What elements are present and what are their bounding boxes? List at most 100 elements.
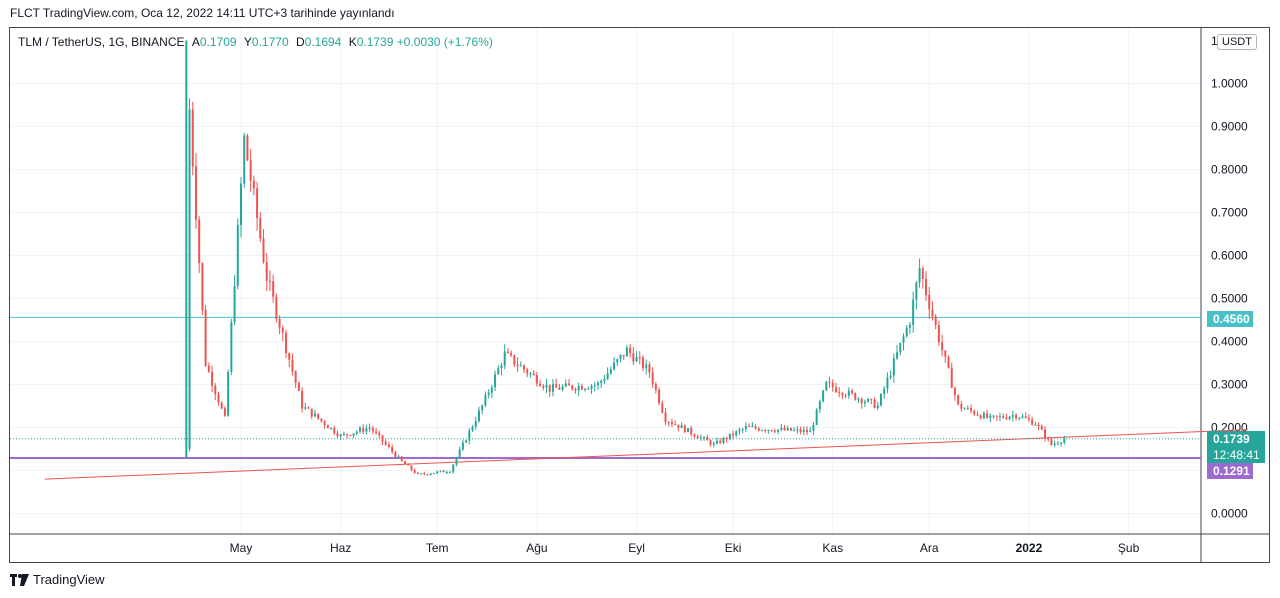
- candle-body: [365, 428, 368, 432]
- candle-body: [577, 385, 580, 391]
- candle-body: [609, 369, 612, 374]
- candle-body: [349, 434, 352, 436]
- candle-body: [233, 286, 236, 323]
- candle-body: [580, 385, 583, 390]
- candle-body: [1002, 416, 1005, 418]
- x-tick-label: Tem: [426, 541, 449, 555]
- candle-body: [516, 364, 519, 366]
- candle-body: [947, 356, 950, 368]
- candle-body: [358, 428, 361, 432]
- candle-body: [847, 390, 850, 396]
- candle-body: [426, 474, 429, 476]
- y-tick-label: 0.8000: [1211, 163, 1248, 177]
- candle-body: [246, 135, 249, 161]
- candle-body: [326, 425, 329, 429]
- candle-body: [867, 399, 870, 402]
- candle-body: [625, 347, 628, 357]
- candle-body: [413, 469, 416, 473]
- candle-body: [1037, 424, 1040, 427]
- x-tick-label: May: [230, 541, 253, 555]
- candle-body: [619, 354, 622, 360]
- candle-body: [953, 388, 956, 396]
- candle-body: [558, 387, 561, 390]
- candle-body: [461, 442, 464, 450]
- candle-body: [728, 433, 731, 440]
- currency-unit-button[interactable]: USDT: [1217, 34, 1257, 50]
- candle-body: [1053, 443, 1056, 445]
- candle-body: [564, 383, 567, 387]
- low-key: D: [295, 35, 305, 49]
- candle-body: [542, 386, 545, 388]
- high-key: Y: [243, 35, 252, 49]
- candle-body: [249, 160, 252, 181]
- candle-body: [371, 427, 374, 432]
- candle-body: [722, 438, 725, 443]
- candle-body: [979, 415, 982, 419]
- candle-body: [715, 440, 718, 444]
- candle-body: [442, 470, 445, 473]
- candle-body: [757, 428, 760, 431]
- tradingview-footer: TradingView: [10, 572, 105, 587]
- candle-body: [288, 353, 291, 360]
- candle-body: [484, 394, 487, 406]
- candle-body: [748, 425, 751, 427]
- candle-body: [320, 418, 323, 422]
- candle-body: [879, 393, 882, 406]
- candle-body: [841, 393, 844, 396]
- candle-body: [825, 381, 828, 391]
- candle-body: [944, 350, 947, 357]
- candle-body: [886, 377, 889, 389]
- tradingview-logo-icon: [10, 573, 29, 586]
- candle-body: [857, 398, 860, 400]
- candle-body: [404, 461, 407, 465]
- candle-body: [268, 280, 271, 282]
- candle-body: [510, 352, 513, 356]
- x-tick-label: Kas: [822, 541, 843, 555]
- candle-body: [995, 415, 998, 417]
- candle-body: [603, 379, 606, 382]
- candle-body: [317, 413, 320, 419]
- candle-body: [876, 405, 879, 408]
- candle-body: [445, 472, 448, 474]
- candle-body: [281, 327, 284, 333]
- candle-body: [297, 382, 300, 391]
- candle-body: [670, 422, 673, 424]
- candle-body: [915, 282, 918, 300]
- y-tick-label: 0.4000: [1211, 335, 1248, 349]
- candle-body: [735, 431, 738, 436]
- candle-body: [738, 429, 741, 432]
- candle-body: [963, 408, 966, 410]
- candle-body: [561, 386, 564, 390]
- candle-body: [506, 351, 509, 353]
- candle-body: [384, 441, 387, 445]
- candle-body: [1005, 417, 1008, 419]
- candle-body: [220, 402, 223, 409]
- candle-body: [960, 404, 963, 409]
- x-tick-label: Ağu: [526, 541, 547, 555]
- candle-body: [1011, 415, 1014, 417]
- candle-body: [230, 322, 233, 372]
- candle-body: [1056, 443, 1059, 445]
- candle-body: [571, 385, 574, 390]
- candle-body: [703, 437, 706, 439]
- candle-body: [378, 432, 381, 436]
- candle-body: [574, 389, 577, 391]
- candle-body: [925, 278, 928, 295]
- candle-body: [391, 446, 394, 452]
- candle-body: [957, 395, 960, 405]
- candle-body: [407, 464, 410, 466]
- symbol-name[interactable]: TLM / TetherUS, 1G, BINANCE: [18, 35, 185, 49]
- x-tick-label: Haz: [330, 541, 351, 555]
- candle-body: [744, 425, 747, 429]
- candle-body: [513, 355, 516, 365]
- candle-body: [458, 449, 461, 458]
- candle-body: [902, 336, 905, 343]
- candle-body: [532, 373, 535, 375]
- close-key: K: [348, 35, 357, 49]
- candle-body: [259, 218, 262, 239]
- candle-body: [223, 408, 226, 416]
- candle-body: [854, 393, 857, 400]
- candle-body: [474, 421, 477, 427]
- candle-body: [883, 388, 886, 394]
